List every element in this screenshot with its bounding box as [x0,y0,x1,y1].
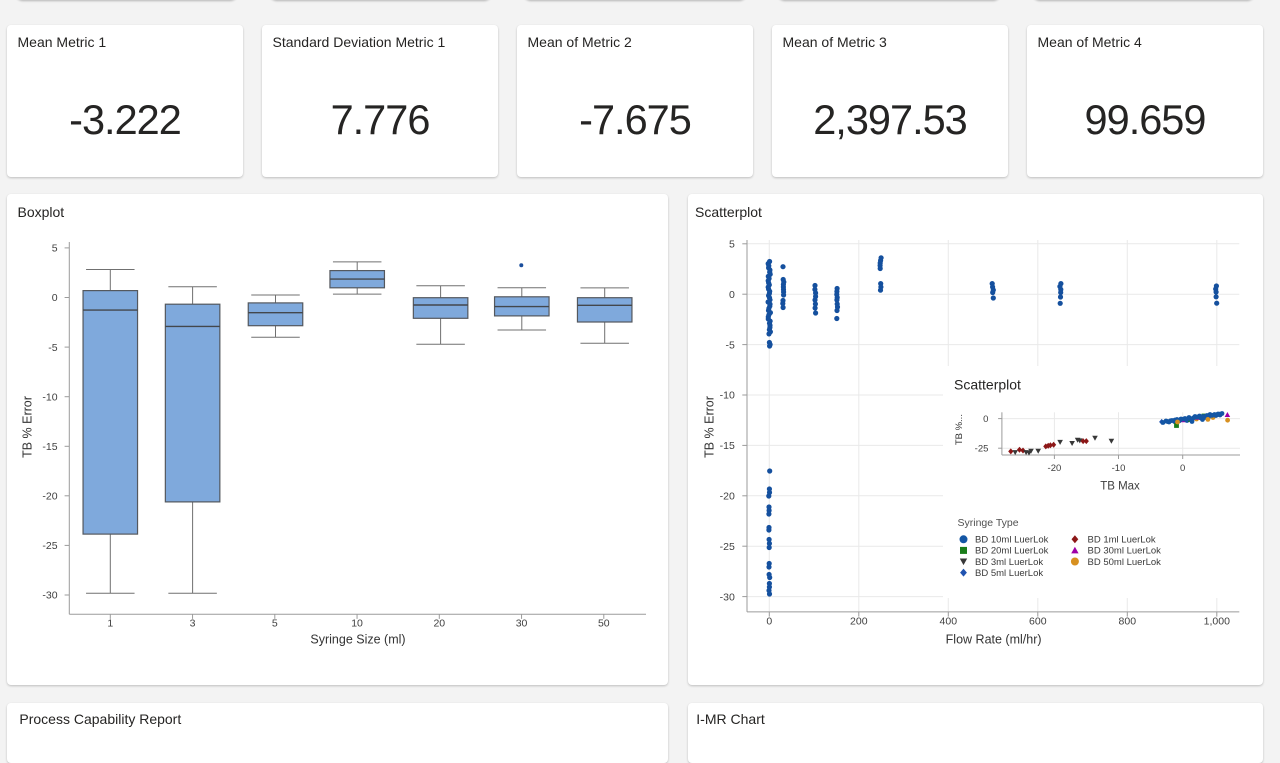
svg-text:5: 5 [52,243,58,255]
svg-text:-30: -30 [720,591,735,603]
svg-text:-5: -5 [48,342,57,354]
svg-text:3: 3 [190,618,196,630]
svg-text:-30: -30 [42,590,57,602]
svg-text:Syringe Size (ml): Syringe Size (ml) [310,632,405,646]
svg-text:800: 800 [1119,616,1137,628]
svg-text:BD 10ml LuerLok: BD 10ml LuerLok [975,535,1049,546]
svg-text:TB Max: TB Max [1100,481,1140,493]
svg-text:0: 0 [52,292,58,304]
svg-text:-20: -20 [42,491,57,503]
svg-text:BD 20ml LuerLok: BD 20ml LuerLok [975,546,1049,557]
svg-text:-10: -10 [42,391,57,403]
svg-text:-15: -15 [42,441,57,453]
svg-text:-5: -5 [725,339,734,351]
svg-text:Syringe Type: Syringe Type [958,517,1019,529]
svg-text:1,000: 1,000 [1204,616,1230,628]
svg-text:0: 0 [1180,463,1185,474]
svg-text:0: 0 [766,616,772,628]
svg-text:-20: -20 [1048,463,1062,474]
svg-text:1: 1 [107,618,113,630]
svg-text:-25: -25 [975,444,989,455]
svg-text:-10: -10 [1112,463,1126,474]
svg-text:-20: -20 [720,491,735,503]
svg-text:-15: -15 [720,440,735,452]
svg-text:50: 50 [598,618,610,630]
svg-text:20: 20 [433,618,445,630]
svg-text:Scatterplot: Scatterplot [954,377,1021,393]
svg-text:-25: -25 [42,540,57,552]
svg-text:10: 10 [351,618,363,630]
svg-text:400: 400 [940,616,958,628]
svg-text:0: 0 [983,414,988,425]
svg-text:BD 1ml LuerLok: BD 1ml LuerLok [1088,535,1156,546]
svg-text:200: 200 [850,616,868,628]
svg-text:5: 5 [272,618,278,630]
svg-text:TB %...: TB %... [954,414,965,445]
svg-text:30: 30 [516,618,528,630]
svg-text:0: 0 [729,289,735,301]
svg-text:BD 50ml LuerLok: BD 50ml LuerLok [1088,557,1162,568]
svg-text:TB % Error: TB % Error [21,396,35,458]
svg-text:-25: -25 [720,541,735,553]
svg-text:TB % Error: TB % Error [703,396,717,458]
svg-text:600: 600 [1029,616,1047,628]
svg-text:BD 30ml LuerLok: BD 30ml LuerLok [1088,546,1162,557]
svg-text:BD 5ml LuerLok: BD 5ml LuerLok [975,568,1043,579]
svg-text:BD 3ml LuerLok: BD 3ml LuerLok [975,557,1043,568]
svg-text:Flow Rate (ml/hr): Flow Rate (ml/hr) [946,632,1042,646]
svg-text:-10: -10 [720,390,735,402]
svg-text:5: 5 [729,239,735,251]
